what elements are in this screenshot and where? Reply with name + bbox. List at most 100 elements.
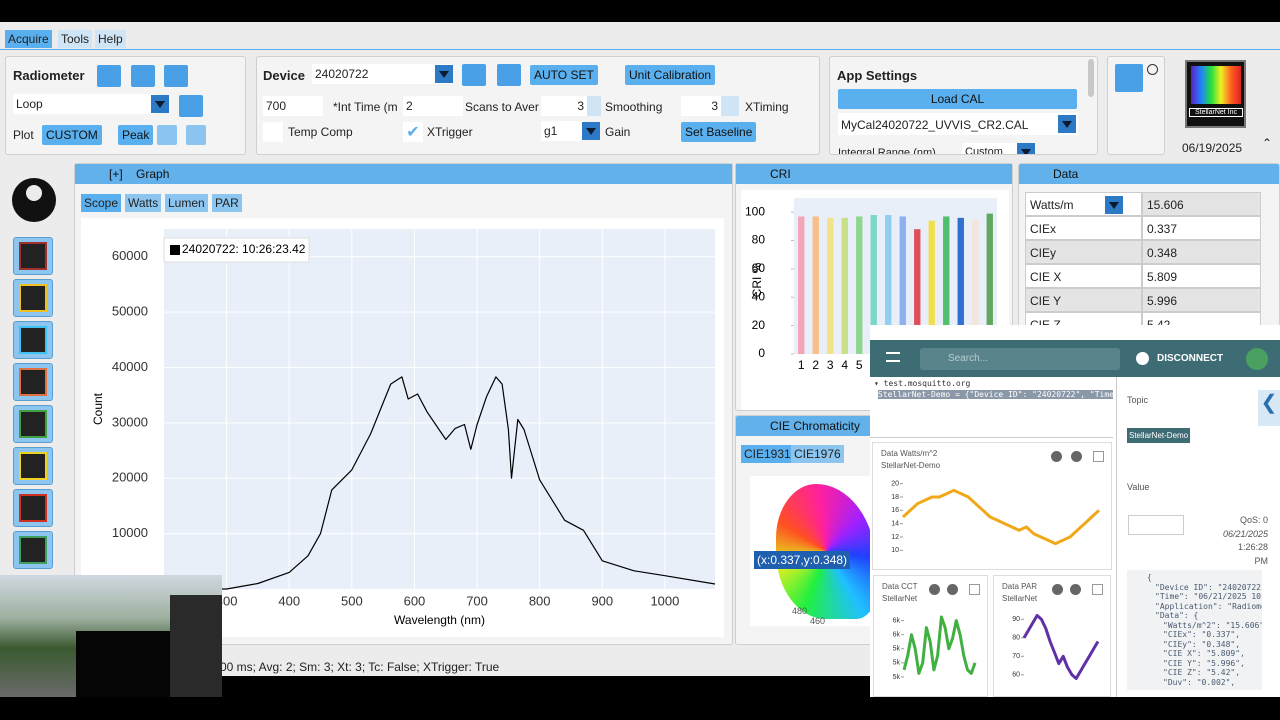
smoothing-input[interactable]: 3 (541, 96, 601, 116)
menu-tab[interactable]: Tools (58, 30, 93, 48)
x-tick-label: 500 (341, 593, 363, 608)
y-tick-label: 10 (891, 547, 899, 554)
sidebar-button[interactable] (13, 237, 53, 275)
save-button[interactable] (97, 65, 121, 87)
pause-button[interactable] (1052, 584, 1063, 595)
dropdown-arrow[interactable] (1058, 115, 1076, 133)
gain-select[interactable]: g1 (541, 121, 585, 141)
print-button[interactable] (164, 65, 188, 87)
menu-tab[interactable]: Acquire (5, 30, 52, 48)
data-value-cell: 0.348 (1142, 240, 1261, 264)
prev-button[interactable] (157, 125, 177, 145)
graph-tab[interactable]: PAR (212, 194, 242, 212)
graph-tab[interactable]: Lumen (165, 194, 208, 212)
info-icon[interactable] (1147, 64, 1158, 75)
graph-panel: [+] Graph Scope Watts Lumen PAR 10000 20000 3… (74, 163, 733, 645)
connect-button[interactable] (462, 64, 486, 86)
int-time-input[interactable]: 700 (263, 96, 323, 116)
open-button[interactable] (131, 65, 155, 87)
broker-node[interactable]: ▾ test.mosquitto.org (874, 379, 971, 388)
temp-comp-checkbox[interactable] (263, 122, 283, 142)
sidebar-button[interactable] (13, 447, 53, 485)
topic-tag[interactable]: StellarNet-Demo (1127, 428, 1191, 443)
stop-button[interactable] (179, 95, 203, 117)
plot-area (164, 229, 715, 589)
json-line: "Watts/m^2": "15.606", (1163, 620, 1262, 630)
dropdown-arrow[interactable] (435, 65, 453, 83)
settings-button[interactable] (1070, 584, 1081, 595)
menu-tab[interactable]: Help (95, 30, 126, 48)
close-button[interactable] (969, 584, 980, 595)
load-cal-button[interactable]: Load CAL (838, 89, 1077, 109)
dropdown-arrow[interactable] (151, 95, 169, 113)
pause-button[interactable] (1051, 451, 1062, 462)
y-tick-label: 20000 (112, 470, 148, 485)
device-select[interactable]: 24020722 (312, 64, 452, 84)
mode-select[interactable]: Loop (13, 94, 158, 114)
search-box[interactable]: Search... (920, 348, 1120, 370)
cie-tab[interactable]: CIE1976 (791, 445, 844, 463)
pause-icon[interactable] (1136, 352, 1149, 365)
collapse-tab[interactable]: ❮ (1258, 390, 1280, 426)
close-button[interactable] (1092, 584, 1103, 595)
sidebar-button[interactable] (13, 363, 53, 401)
next-button[interactable] (186, 125, 206, 145)
y-tick-label: 18 (891, 494, 899, 501)
y-tick-label: 14 (891, 521, 899, 528)
peak-button[interactable]: Peak (118, 125, 154, 145)
close-button[interactable] (1093, 451, 1104, 462)
x-tick-label: 600 (404, 593, 426, 608)
data-name-cell: CIE Z (1025, 312, 1142, 327)
y-tick-label: 5k (893, 646, 901, 653)
cal-file-select[interactable]: MyCal24020722_UVVIS_CR2.CAL (838, 113, 1078, 135)
plot-label: Plot (13, 128, 34, 142)
graph-tab[interactable]: Watts (125, 194, 162, 212)
bar (943, 216, 950, 354)
pause-button[interactable] (929, 584, 940, 595)
sidebar-button[interactable] (13, 321, 53, 359)
mini-chart-subtitle: StellarNet-Demo (881, 461, 941, 470)
link-button[interactable] (497, 64, 521, 86)
xtiming-input[interactable]: 3 (681, 96, 739, 116)
data-line (1022, 614, 1100, 680)
mini-chart-title: Data CCT (882, 582, 918, 591)
integral-mode-select[interactable]: Custom (962, 143, 1022, 154)
scans-input[interactable]: 2 (403, 96, 463, 116)
auto-set-button[interactable]: AUTO SET (530, 65, 598, 85)
expand-button[interactable]: [+] (109, 167, 123, 181)
panel-title: Radiometer (13, 68, 85, 83)
lightbulb-button[interactable] (1115, 64, 1143, 92)
dropdown-arrow[interactable] (1105, 196, 1123, 214)
device-label: Device (263, 68, 305, 83)
settings-button[interactable] (947, 584, 958, 595)
json-line: { (1147, 573, 1152, 582)
sidebar-button[interactable] (13, 279, 53, 317)
format-toggle[interactable] (1128, 515, 1184, 535)
xtrigger-checkbox[interactable]: ✔ (403, 122, 423, 142)
dropdown-arrow[interactable] (582, 122, 600, 140)
collapse-caret[interactable]: ⌃ (1262, 136, 1273, 150)
set-baseline-button[interactable]: Set Baseline (681, 122, 757, 142)
scrollbar[interactable] (1088, 59, 1094, 97)
sidebar-button[interactable] (13, 489, 53, 527)
mini-chart: 6k 6k 5k 5k 5k (893, 615, 977, 681)
app-settings-panel: App Settings Load CAL MyCal24020722_UVVI… (829, 56, 1098, 155)
x-axis-label: Wavelength (nm) (394, 613, 485, 627)
topic-line[interactable]: StellarNet-Demo = {"Device ID": "2402072… (878, 390, 1113, 399)
sidebar-button[interactable] (13, 531, 53, 569)
disconnect-button[interactable]: DISCONNECT (1157, 353, 1224, 364)
cie-label: 460 (810, 616, 826, 626)
plot-button[interactable]: CUSTOM (42, 125, 102, 145)
graph-tab[interactable]: Scope (81, 194, 122, 212)
data-value-cell: 5.42 (1142, 312, 1261, 327)
bar (827, 217, 834, 354)
data-line (901, 488, 1101, 546)
dropdown-arrow[interactable] (1017, 143, 1035, 154)
cie-tab[interactable]: CIE1931 (741, 445, 794, 463)
unit-calibration-button[interactable]: Unit Calibration (625, 65, 716, 85)
json-line: "CIE X": "5.809", (1163, 649, 1245, 658)
menu-icon[interactable] (886, 352, 900, 362)
sidebar-button[interactable] (13, 405, 53, 443)
settings-button[interactable] (1071, 451, 1082, 462)
